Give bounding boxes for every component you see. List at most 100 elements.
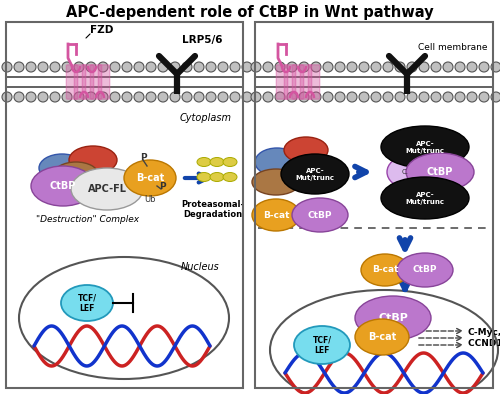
Circle shape	[431, 62, 441, 72]
Circle shape	[242, 62, 252, 72]
Circle shape	[134, 92, 144, 102]
Circle shape	[359, 62, 369, 72]
Text: B-cat: B-cat	[136, 173, 164, 183]
Text: CtBP: CtBP	[50, 181, 76, 191]
Circle shape	[122, 62, 132, 72]
Text: APC-FL: APC-FL	[88, 184, 126, 194]
FancyBboxPatch shape	[74, 65, 86, 99]
Circle shape	[26, 92, 36, 102]
Circle shape	[407, 62, 417, 72]
Ellipse shape	[19, 257, 229, 379]
Circle shape	[323, 62, 333, 72]
FancyBboxPatch shape	[284, 65, 296, 99]
Ellipse shape	[284, 137, 328, 163]
Ellipse shape	[69, 146, 117, 174]
Text: TCF/
LEF: TCF/ LEF	[312, 335, 332, 355]
Circle shape	[479, 62, 489, 72]
Text: C.: C.	[402, 169, 408, 175]
Ellipse shape	[361, 254, 409, 286]
Text: Proteasomal-
Degradation: Proteasomal- Degradation	[182, 200, 244, 219]
Circle shape	[242, 92, 252, 102]
Circle shape	[263, 92, 273, 102]
Circle shape	[455, 62, 465, 72]
Ellipse shape	[61, 285, 113, 321]
Text: APC-dependent role of CtBP in Wnt pathway: APC-dependent role of CtBP in Wnt pathwa…	[66, 4, 434, 19]
Circle shape	[347, 92, 357, 102]
Circle shape	[347, 62, 357, 72]
Circle shape	[479, 92, 489, 102]
Ellipse shape	[210, 158, 224, 167]
Circle shape	[146, 92, 156, 102]
Text: P: P	[140, 152, 146, 162]
Circle shape	[110, 62, 120, 72]
Circle shape	[323, 92, 333, 102]
Circle shape	[299, 92, 309, 102]
Text: APC-
Mut/trunc: APC- Mut/trunc	[296, 167, 335, 180]
Bar	[255, 22, 493, 388]
FancyBboxPatch shape	[300, 65, 312, 99]
Circle shape	[146, 62, 156, 72]
Circle shape	[335, 62, 345, 72]
Circle shape	[74, 92, 84, 102]
FancyBboxPatch shape	[276, 65, 287, 99]
Ellipse shape	[355, 319, 409, 355]
Circle shape	[122, 92, 132, 102]
Circle shape	[194, 92, 204, 102]
Text: "Destruction" Complex: "Destruction" Complex	[36, 215, 140, 224]
Circle shape	[371, 62, 381, 72]
Circle shape	[311, 92, 321, 102]
Circle shape	[38, 62, 48, 72]
Circle shape	[491, 92, 500, 102]
Circle shape	[275, 92, 285, 102]
Ellipse shape	[281, 154, 349, 194]
Text: TCF/
LEF: TCF/ LEF	[78, 293, 96, 313]
Ellipse shape	[255, 148, 299, 176]
Ellipse shape	[292, 198, 348, 232]
Ellipse shape	[124, 160, 176, 196]
Ellipse shape	[54, 162, 98, 186]
Text: B-cat: B-cat	[368, 332, 396, 342]
Text: CtBP: CtBP	[308, 210, 332, 219]
Text: B-cat: B-cat	[263, 210, 289, 219]
Circle shape	[251, 92, 261, 102]
Circle shape	[2, 92, 12, 102]
Ellipse shape	[197, 158, 211, 167]
Circle shape	[287, 62, 297, 72]
Text: CtBP: CtBP	[427, 167, 453, 177]
Text: B-cat: B-cat	[372, 266, 398, 275]
Circle shape	[182, 62, 192, 72]
Circle shape	[218, 62, 228, 72]
Text: Cytoplasm: Cytoplasm	[180, 113, 232, 123]
FancyBboxPatch shape	[292, 65, 304, 99]
Circle shape	[218, 92, 228, 102]
FancyBboxPatch shape	[82, 65, 94, 99]
Circle shape	[170, 92, 180, 102]
Ellipse shape	[294, 326, 350, 364]
Bar	[255, 22, 493, 388]
Circle shape	[419, 62, 429, 72]
Circle shape	[158, 62, 168, 72]
FancyBboxPatch shape	[98, 65, 110, 99]
Circle shape	[110, 92, 120, 102]
Circle shape	[206, 62, 216, 72]
Ellipse shape	[223, 158, 237, 167]
Circle shape	[62, 92, 72, 102]
Circle shape	[287, 92, 297, 102]
Circle shape	[299, 62, 309, 72]
Text: FZD: FZD	[90, 25, 114, 35]
Circle shape	[431, 92, 441, 102]
Circle shape	[230, 62, 240, 72]
Text: CtBP: CtBP	[378, 313, 408, 323]
Text: CtBP: CtBP	[413, 266, 437, 275]
Bar	[6, 22, 243, 388]
Bar	[6, 22, 243, 388]
Circle shape	[194, 62, 204, 72]
Circle shape	[2, 62, 12, 72]
Circle shape	[230, 92, 240, 102]
Ellipse shape	[71, 168, 143, 210]
Circle shape	[443, 92, 453, 102]
Text: C-Myc,
CCND1 etc.: C-Myc, CCND1 etc.	[468, 328, 500, 348]
Circle shape	[98, 92, 108, 102]
Circle shape	[455, 92, 465, 102]
Text: Nucleus: Nucleus	[180, 262, 220, 272]
